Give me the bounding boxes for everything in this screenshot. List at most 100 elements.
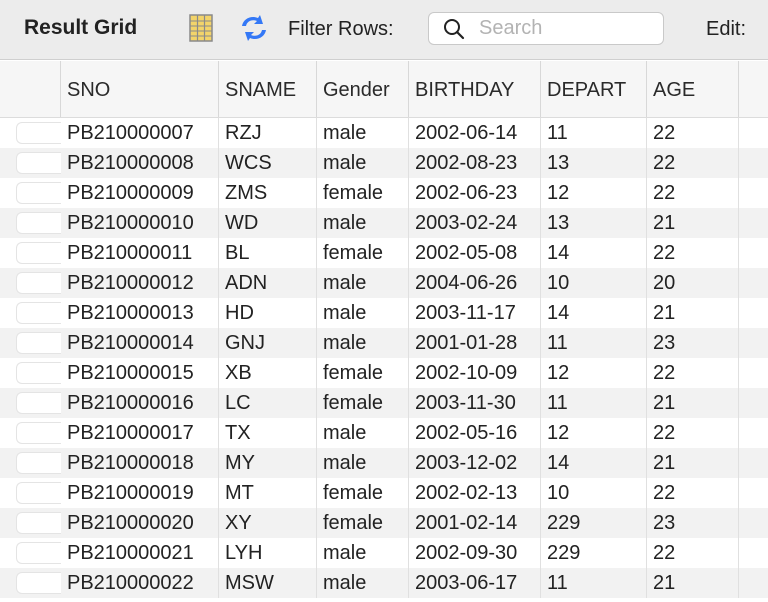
cell-sno[interactable]: PB210000019: [61, 478, 219, 508]
cell-age[interactable]: 22: [647, 418, 739, 448]
table-row[interactable]: PB210000017 TX male 2002-05-16 12 22: [0, 418, 768, 448]
cell-gender[interactable]: male: [317, 118, 409, 148]
cell-age[interactable]: 22: [647, 238, 739, 268]
cell-sname[interactable]: WD: [219, 208, 317, 238]
cell-depart[interactable]: 10: [541, 478, 647, 508]
cell-sno[interactable]: PB210000020: [61, 508, 219, 538]
cell-birthday[interactable]: 2003-02-24: [409, 208, 541, 238]
cell-birthday[interactable]: 2004-06-26: [409, 268, 541, 298]
cell-gender[interactable]: male: [317, 298, 409, 328]
cell-sname[interactable]: XY: [219, 508, 317, 538]
row-selector[interactable]: [16, 152, 61, 174]
cell-gender[interactable]: female: [317, 508, 409, 538]
cell-depart[interactable]: 12: [541, 418, 647, 448]
cell-gender[interactable]: male: [317, 448, 409, 478]
cell-gender[interactable]: male: [317, 568, 409, 598]
cell-gender[interactable]: female: [317, 178, 409, 208]
cell-depart[interactable]: 14: [541, 298, 647, 328]
column-header-birthday[interactable]: BIRTHDAY: [409, 61, 541, 117]
cell-sno[interactable]: PB210000014: [61, 328, 219, 358]
cell-gender[interactable]: male: [317, 148, 409, 178]
cell-gender[interactable]: male: [317, 418, 409, 448]
cell-age[interactable]: 23: [647, 328, 739, 358]
cell-birthday[interactable]: 2002-02-13: [409, 478, 541, 508]
cell-age[interactable]: 20: [647, 268, 739, 298]
cell-sname[interactable]: BL: [219, 238, 317, 268]
cell-birthday[interactable]: 2001-01-28: [409, 328, 541, 358]
cell-sname[interactable]: MSW: [219, 568, 317, 598]
cell-gender[interactable]: male: [317, 268, 409, 298]
cell-sno[interactable]: PB210000013: [61, 298, 219, 328]
row-selector[interactable]: [16, 302, 61, 324]
cell-gender[interactable]: female: [317, 478, 409, 508]
row-selector[interactable]: [16, 272, 61, 294]
column-header-sname[interactable]: SNAME: [219, 61, 317, 117]
cell-sname[interactable]: ZMS: [219, 178, 317, 208]
table-row[interactable]: PB210000008 WCS male 2002-08-23 13 22: [0, 148, 768, 178]
cell-age[interactable]: 22: [647, 478, 739, 508]
cell-sno[interactable]: PB210000018: [61, 448, 219, 478]
cell-age[interactable]: 22: [647, 148, 739, 178]
row-selector[interactable]: [16, 392, 61, 414]
refresh-icon[interactable]: [236, 12, 272, 44]
cell-sno[interactable]: PB210000017: [61, 418, 219, 448]
cell-gender[interactable]: female: [317, 358, 409, 388]
table-row[interactable]: PB210000009 ZMS female 2002-06-23 12 22: [0, 178, 768, 208]
table-row[interactable]: PB210000016 LC female 2003-11-30 11 21: [0, 388, 768, 418]
cell-depart[interactable]: 12: [541, 178, 647, 208]
grid-view-icon[interactable]: [186, 13, 216, 43]
table-row[interactable]: PB210000022 MSW male 2003-06-17 11 21: [0, 568, 768, 598]
table-row[interactable]: PB210000021 LYH male 2002-09-30 229 22: [0, 538, 768, 568]
column-header-depart[interactable]: DEPART: [541, 61, 647, 117]
cell-depart[interactable]: 229: [541, 508, 647, 538]
cell-sno[interactable]: PB210000021: [61, 538, 219, 568]
cell-age[interactable]: 21: [647, 568, 739, 598]
cell-sname[interactable]: ADN: [219, 268, 317, 298]
cell-depart[interactable]: 14: [541, 448, 647, 478]
cell-sname[interactable]: MY: [219, 448, 317, 478]
cell-sname[interactable]: TX: [219, 418, 317, 448]
row-selector[interactable]: [16, 452, 61, 474]
row-selector[interactable]: [16, 212, 61, 234]
cell-birthday[interactable]: 2002-08-23: [409, 148, 541, 178]
cell-birthday[interactable]: 2003-11-30: [409, 388, 541, 418]
cell-age[interactable]: 22: [647, 178, 739, 208]
cell-sno[interactable]: PB210000012: [61, 268, 219, 298]
cell-depart[interactable]: 229: [541, 538, 647, 568]
table-row[interactable]: PB210000013 HD male 2003-11-17 14 21: [0, 298, 768, 328]
cell-depart[interactable]: 11: [541, 328, 647, 358]
search-box[interactable]: [428, 12, 664, 45]
cell-birthday[interactable]: 2002-06-23: [409, 178, 541, 208]
cell-gender[interactable]: male: [317, 328, 409, 358]
cell-sno[interactable]: PB210000022: [61, 568, 219, 598]
table-row[interactable]: PB210000018 MY male 2003-12-02 14 21: [0, 448, 768, 478]
cell-sno[interactable]: PB210000007: [61, 118, 219, 148]
table-row[interactable]: PB210000014 GNJ male 2001-01-28 11 23: [0, 328, 768, 358]
cell-age[interactable]: 23: [647, 508, 739, 538]
cell-sno[interactable]: PB210000008: [61, 148, 219, 178]
cell-sname[interactable]: LC: [219, 388, 317, 418]
table-row[interactable]: PB210000007 RZJ male 2002-06-14 11 22: [0, 118, 768, 148]
cell-sname[interactable]: WCS: [219, 148, 317, 178]
cell-sno[interactable]: PB210000010: [61, 208, 219, 238]
cell-birthday[interactable]: 2002-05-16: [409, 418, 541, 448]
column-header-gender[interactable]: Gender: [317, 61, 409, 117]
cell-sno[interactable]: PB210000009: [61, 178, 219, 208]
row-selector[interactable]: [16, 332, 61, 354]
cell-gender[interactable]: female: [317, 238, 409, 268]
cell-depart[interactable]: 11: [541, 568, 647, 598]
row-selector[interactable]: [16, 182, 61, 204]
cell-depart[interactable]: 11: [541, 118, 647, 148]
search-input[interactable]: [479, 15, 655, 42]
cell-birthday[interactable]: 2002-06-14: [409, 118, 541, 148]
row-selector[interactable]: [16, 482, 61, 504]
cell-sname[interactable]: LYH: [219, 538, 317, 568]
row-selector[interactable]: [16, 512, 61, 534]
cell-age[interactable]: 21: [647, 298, 739, 328]
row-selector[interactable]: [16, 362, 61, 384]
cell-age[interactable]: 22: [647, 358, 739, 388]
column-header-sno[interactable]: SNO: [61, 61, 219, 117]
cell-depart[interactable]: 13: [541, 148, 647, 178]
cell-birthday[interactable]: 2003-12-02: [409, 448, 541, 478]
table-row[interactable]: PB210000012 ADN male 2004-06-26 10 20: [0, 268, 768, 298]
